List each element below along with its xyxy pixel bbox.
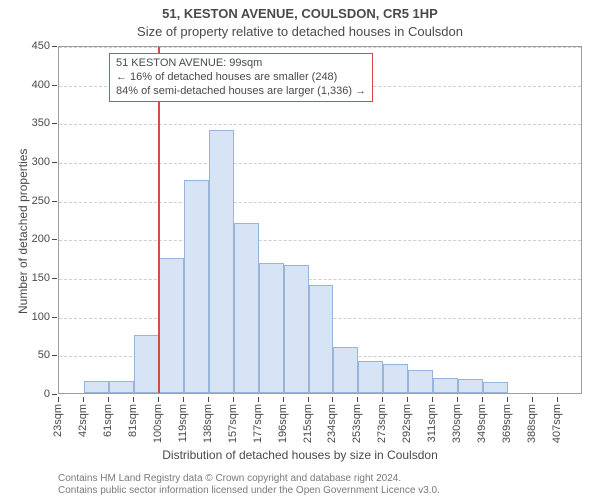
- page-title-1: 51, KESTON AVENUE, COULSDON, CR5 1HP: [0, 6, 600, 21]
- histogram-bar: [134, 335, 159, 393]
- x-tick: 42sqm: [77, 404, 89, 454]
- gridline: [59, 47, 581, 48]
- histogram-bar: [333, 347, 358, 393]
- y-tick: 350: [0, 117, 50, 129]
- gridline: [59, 240, 581, 241]
- gridline: [59, 202, 581, 203]
- x-tick: 119sqm: [177, 404, 189, 454]
- x-tick: 177sqm: [252, 404, 264, 454]
- x-tick: 253sqm: [351, 404, 363, 454]
- histogram-bar: [184, 180, 209, 393]
- chart-plot-area: 51 KESTON AVENUE: 99sqm ← 16% of detache…: [58, 46, 582, 394]
- callout-line-2: ← 16% of detached houses are smaller (24…: [116, 71, 366, 85]
- y-tick: 250: [0, 195, 50, 207]
- x-tick: 61sqm: [102, 404, 114, 454]
- x-tick: 349sqm: [476, 404, 488, 454]
- histogram-bar: [309, 285, 334, 393]
- x-tick: 215sqm: [302, 404, 314, 454]
- y-tick: 200: [0, 233, 50, 245]
- x-tick: 311sqm: [426, 404, 438, 454]
- x-tick: 23sqm: [52, 404, 64, 454]
- histogram-bar: [358, 361, 383, 393]
- footer-attribution: Contains HM Land Registry data © Crown c…: [58, 473, 440, 497]
- histogram-bar: [234, 223, 259, 393]
- y-tick: 150: [0, 272, 50, 284]
- histogram-bar: [408, 370, 433, 393]
- footer-line-1: Contains HM Land Registry data © Crown c…: [58, 473, 440, 485]
- x-tick: 196sqm: [277, 404, 289, 454]
- x-tick: 81sqm: [127, 404, 139, 454]
- x-tick: 369sqm: [501, 404, 513, 454]
- y-tick: 400: [0, 79, 50, 91]
- x-tick: 273sqm: [376, 404, 388, 454]
- callout-box: 51 KESTON AVENUE: 99sqm ← 16% of detache…: [109, 53, 373, 102]
- x-tick: 100sqm: [152, 404, 164, 454]
- footer-line-2: Contains public sector information licen…: [58, 485, 440, 497]
- x-axis-label: Distribution of detached houses by size …: [0, 448, 600, 462]
- y-axis-label: Number of detached properties: [16, 149, 30, 314]
- callout-line-3: 84% of semi-detached houses are larger (…: [116, 85, 366, 99]
- histogram-bar: [209, 130, 234, 393]
- x-tick: 330sqm: [451, 404, 463, 454]
- histogram-bar: [383, 364, 408, 393]
- x-tick: 292sqm: [401, 404, 413, 454]
- gridline: [59, 163, 581, 164]
- gridline: [59, 124, 581, 125]
- histogram-bar: [259, 263, 284, 393]
- histogram-bar: [109, 381, 134, 393]
- histogram-bar: [458, 379, 483, 393]
- histogram-bar: [284, 265, 309, 393]
- x-tick: 234sqm: [326, 404, 338, 454]
- y-tick: 300: [0, 156, 50, 168]
- y-tick: 50: [0, 349, 50, 361]
- y-tick: 100: [0, 311, 50, 323]
- histogram-bar: [159, 258, 184, 393]
- histogram-bar: [84, 381, 109, 393]
- gridline: [59, 279, 581, 280]
- histogram-bar: [483, 382, 508, 393]
- callout-line-1: 51 KESTON AVENUE: 99sqm: [116, 57, 366, 71]
- y-tick: 0: [0, 388, 50, 400]
- x-tick: 388sqm: [526, 404, 538, 454]
- y-tick: 450: [0, 40, 50, 52]
- histogram-bar: [433, 378, 458, 393]
- x-tick: 407sqm: [551, 404, 563, 454]
- x-tick: 157sqm: [227, 404, 239, 454]
- page-title-2: Size of property relative to detached ho…: [0, 24, 600, 39]
- x-tick: 138sqm: [202, 404, 214, 454]
